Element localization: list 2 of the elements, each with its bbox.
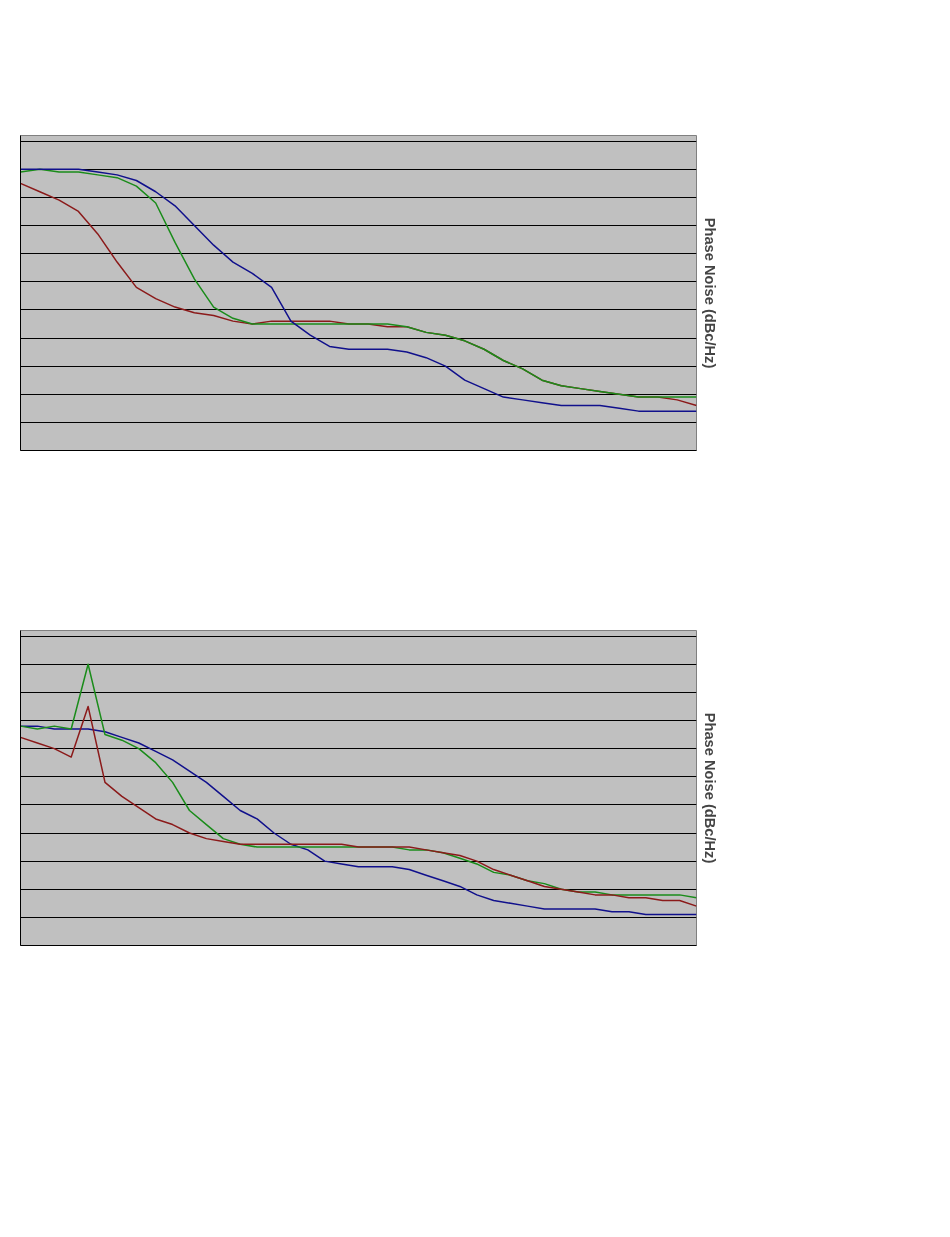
y-axis-title: Phase Noise (dBc/Hz) [701, 217, 718, 369]
y-axis-title: Phase Noise (dBc/Hz) [701, 712, 718, 864]
